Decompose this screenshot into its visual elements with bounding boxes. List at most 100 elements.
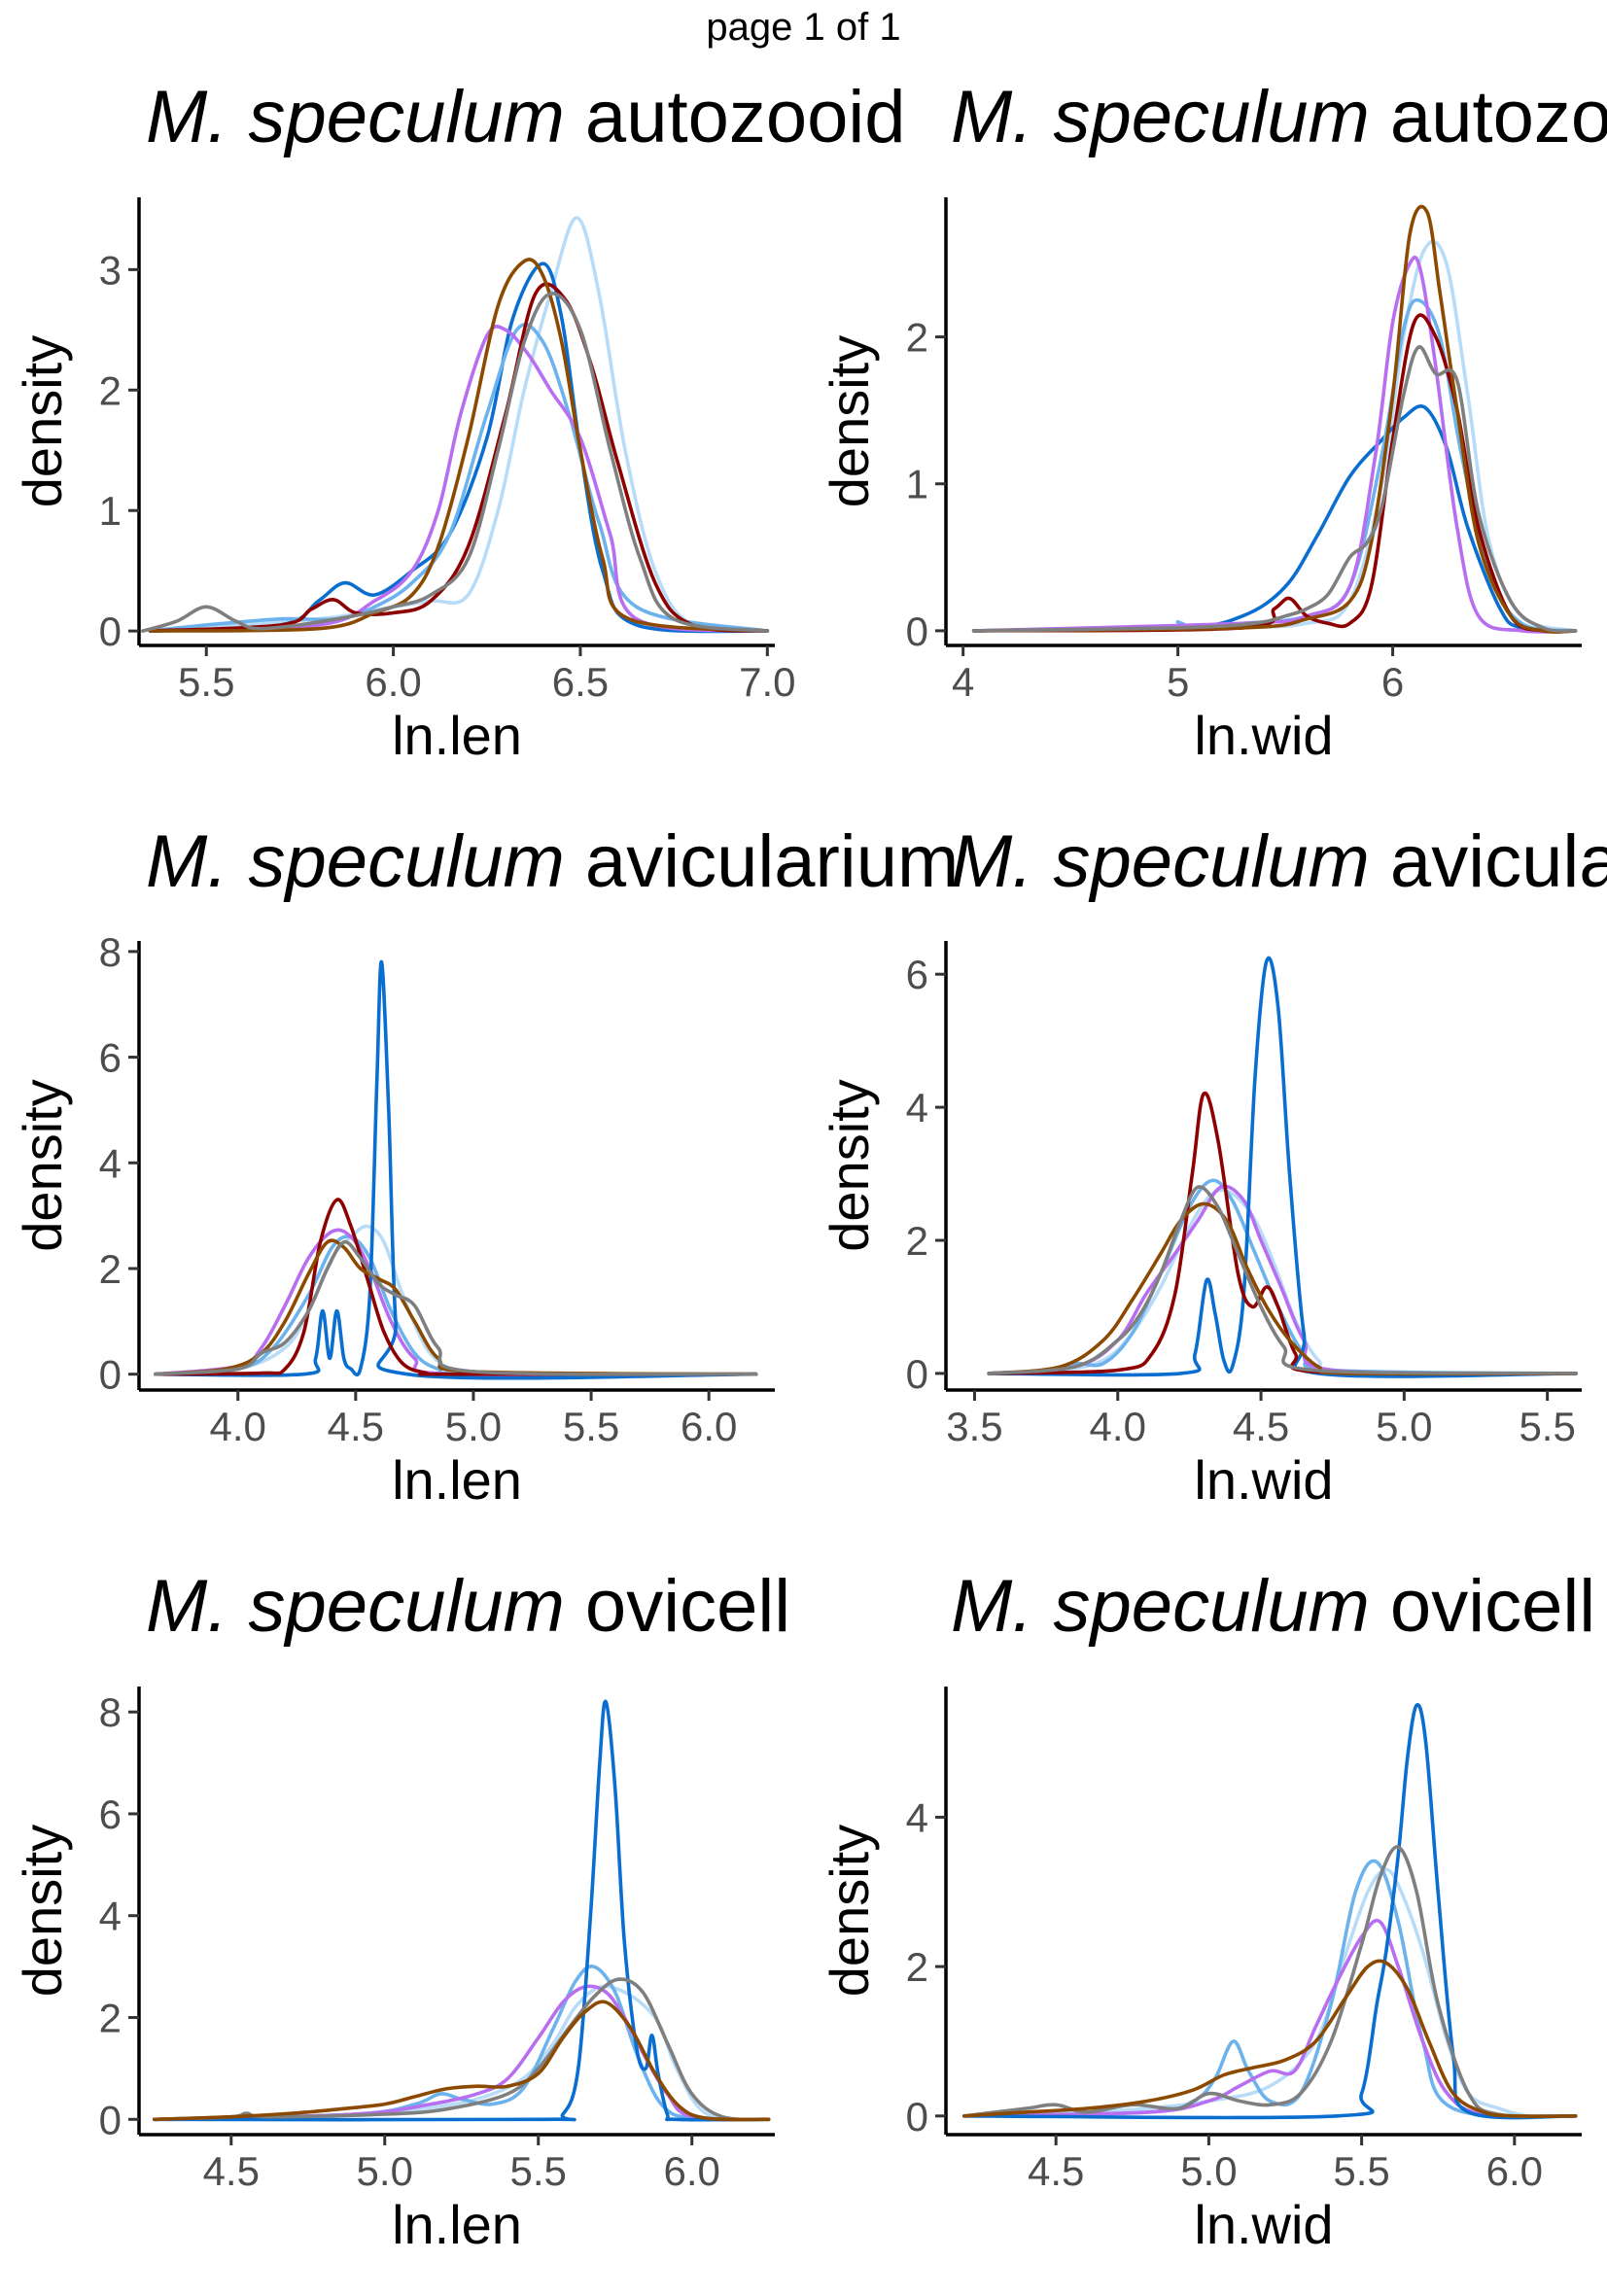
- density-curve-dark-red: [148, 282, 770, 633]
- x-tick-label: 5.5: [510, 2148, 567, 2194]
- y-tick-label: 1: [906, 462, 928, 507]
- y-tick-label: 4: [906, 1794, 928, 1840]
- panel-title: M. speculum ovicell: [951, 1565, 1595, 1648]
- y-tick-label: 0: [906, 2094, 928, 2139]
- x-axis-label: ln.len: [392, 2194, 522, 2255]
- y-axis-label: density: [12, 1825, 73, 1997]
- x-tick-label: 5.0: [1376, 1404, 1432, 1449]
- y-tick-label: 2: [906, 315, 928, 361]
- x-tick-label: 5.0: [445, 1404, 502, 1449]
- y-tick-label: 0: [906, 609, 928, 654]
- x-axis-label: ln.wid: [1194, 2194, 1333, 2255]
- y-tick-label: 0: [99, 609, 122, 654]
- panel-title-species: M. speculum: [951, 76, 1370, 158]
- y-tick-label: 3: [99, 247, 122, 293]
- y-tick-label: 4: [99, 1894, 122, 1939]
- density-curve-dark-red: [971, 313, 1578, 634]
- x-tick-label: 4.5: [1233, 1404, 1289, 1449]
- panel-title-species: M. speculum: [146, 820, 565, 903]
- y-tick-label: 8: [99, 1689, 122, 1735]
- density-curve-purple: [962, 1918, 1578, 2119]
- density-curve-sky-blue: [971, 297, 1578, 633]
- density-curve-gray: [987, 1185, 1578, 1375]
- density-panel: M. speculum avicularium 4.0 4.5 5.0 5.5 6.0 0 2…: [12, 820, 959, 1511]
- x-tick-label: 7.0: [739, 659, 795, 705]
- density-curve-gray: [141, 292, 770, 633]
- x-tick-label: 6: [1381, 659, 1404, 705]
- density-panel: M. speculum autozooid 5.5 6.0 6.5 7.0 0 1 2 3 ln.…: [12, 76, 906, 766]
- panel-title: M. speculum avicularium: [951, 820, 1607, 903]
- x-tick-label: 5: [1167, 659, 1189, 705]
- density-curve-brown: [962, 1959, 1578, 2118]
- density-panel: M. speculum avicularium 3.5 4.0 4.5 5.0 5.5 0 2…: [819, 820, 1607, 1511]
- density-panel: M. speculum ovicell 4.5 5.0 5.5 6.0 0 2 4 ln.wid…: [819, 1565, 1595, 2255]
- density-curve-dark-red: [154, 1198, 758, 1376]
- panel-title-species: M. speculum: [951, 1565, 1370, 1648]
- panel-title-species: M. speculum: [951, 820, 1370, 903]
- density-curve-brown: [154, 1238, 758, 1376]
- y-tick-label: 6: [906, 952, 928, 997]
- panel-title-structure: avicularium: [1370, 820, 1607, 903]
- density-curve-blue: [987, 956, 1578, 1378]
- y-tick-label: 6: [99, 1035, 122, 1081]
- x-tick-label: 4.5: [203, 2148, 260, 2194]
- x-tick-label: 6.0: [1486, 2148, 1543, 2194]
- x-tick-label: 4.0: [1090, 1404, 1146, 1449]
- x-tick-label: 4.5: [1028, 2148, 1084, 2194]
- y-axis-label: density: [12, 335, 73, 507]
- x-tick-label: 4.5: [328, 1404, 384, 1449]
- y-tick-label: 0: [99, 1352, 122, 1398]
- series-group: [154, 959, 758, 1380]
- density-curve-sky-blue: [154, 1235, 758, 1376]
- panel-title-species: M. speculum: [146, 1565, 565, 1648]
- x-tick-label: 5.5: [1333, 2148, 1389, 2194]
- y-axis-label: density: [819, 1079, 880, 1251]
- y-tick-label: 0: [99, 2097, 122, 2142]
- panel-title: M. speculum ovicell: [146, 1565, 790, 1648]
- density-curve-sky-blue: [962, 1859, 1578, 2119]
- x-tick-label: 5.5: [1519, 1404, 1575, 1449]
- x-tick-label: 5.0: [1180, 2148, 1237, 2194]
- panel-title: M. speculum autozooid: [146, 76, 906, 158]
- density-curve-gray: [971, 345, 1578, 633]
- y-tick-label: 1: [99, 488, 122, 534]
- x-tick-label: 5.0: [357, 2148, 413, 2194]
- y-axis-label: density: [819, 1825, 880, 1997]
- density-panel: M. speculum ovicell 4.5 5.0 5.5 6.0 0 2 4 6 8 ln.l…: [12, 1565, 790, 2255]
- x-tick-label: 5.5: [563, 1404, 619, 1449]
- density-curve-light-blue: [154, 1224, 758, 1376]
- series-group: [971, 204, 1578, 634]
- density-curve-blue: [148, 261, 770, 634]
- series-group: [141, 216, 770, 634]
- series-group: [962, 1702, 1578, 2120]
- x-tick-label: 6.0: [365, 659, 421, 705]
- x-tick-label: 6.5: [552, 659, 609, 705]
- series-group: [153, 1699, 771, 2122]
- y-tick-label: 2: [906, 1944, 928, 1990]
- density-curve-blue: [154, 959, 758, 1380]
- density-curve-gray: [154, 1239, 758, 1376]
- panel-title: M. speculum avicularium: [146, 820, 959, 903]
- y-tick-label: 8: [99, 929, 122, 975]
- x-tick-label: 6.0: [664, 2148, 720, 2194]
- density-curve-sky-blue: [153, 1965, 771, 2122]
- y-tick-label: 2: [99, 1996, 122, 2041]
- y-tick-label: 2: [99, 367, 122, 413]
- x-tick-label: 4: [952, 659, 974, 705]
- x-axis-label: ln.len: [392, 1449, 522, 1511]
- y-tick-label: 2: [906, 1218, 928, 1264]
- y-tick-label: 4: [906, 1085, 928, 1131]
- density-curve-blue: [962, 1702, 1578, 2120]
- panel-title-species: M. speculum: [146, 76, 565, 158]
- x-tick-label: 5.5: [178, 659, 234, 705]
- y-tick-label: 2: [99, 1246, 122, 1292]
- panel-title: M. speculum autozooid: [951, 76, 1607, 158]
- density-curve-light-blue: [962, 1867, 1578, 2119]
- series-group: [987, 956, 1578, 1378]
- panel-title-structure: autozooid: [565, 76, 906, 158]
- y-tick-label: 6: [99, 1792, 122, 1837]
- x-tick-label: 6.0: [681, 1404, 737, 1449]
- panel-title-structure: ovicell: [565, 1565, 790, 1648]
- panel-title-structure: avicularium: [565, 820, 959, 903]
